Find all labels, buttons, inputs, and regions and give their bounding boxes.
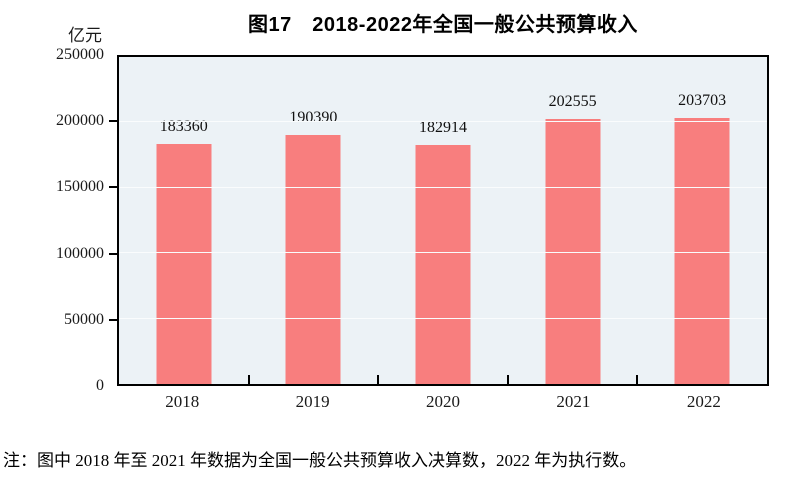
chart-title: 图17 2018-2022年全国一般公共预算收入: [248, 14, 638, 36]
y-axis-tick-label: 100000: [56, 244, 104, 262]
bar-2022: [674, 117, 730, 384]
bar-2018: [156, 144, 212, 384]
bar-value-label: 190390: [289, 108, 338, 126]
y-axis-tick-mark: [109, 186, 117, 189]
y-axis-tick-label: 150000: [56, 178, 104, 196]
bar-slot: 190390: [249, 57, 379, 384]
bar-slot: 203703: [637, 57, 767, 384]
y-axis-tick-label: 200000: [56, 112, 104, 130]
y-axis-tick-label: 0: [96, 377, 104, 394]
x-axis-tick: [247, 375, 250, 384]
bar-2020: [415, 144, 471, 384]
y-axis-tick-mark: [109, 318, 117, 321]
bar-slot: 183360: [119, 57, 249, 384]
x-axis-label: 2020: [426, 392, 461, 411]
y-axis-unit-label: 亿元: [68, 26, 102, 45]
bar-slot: 202555: [508, 57, 638, 384]
bar-value-label: 203703: [678, 91, 727, 109]
y-axis-tick-mark: [109, 252, 117, 255]
x-axis-label: 2018: [165, 392, 200, 411]
gridline: [119, 252, 767, 254]
x-axis: 2018 2019 2020 2021 2022: [117, 392, 769, 412]
plot-area: 183360 190390 182914 202555 203703: [117, 55, 769, 386]
x-axis-tick: [377, 375, 380, 384]
y-axis-tick-label: 250000: [56, 46, 104, 63]
bar-2021: [545, 119, 601, 384]
bar-2019: [285, 134, 341, 384]
bars-row: 183360 190390 182914 202555 203703: [119, 57, 767, 384]
x-axis-label: 2021: [556, 392, 591, 411]
gridline: [119, 121, 767, 123]
bar-value-label: 202555: [548, 93, 597, 111]
bar-value-label: 183360: [159, 118, 208, 136]
x-axis-label: 2019: [295, 392, 330, 411]
x-axis-label: 2022: [686, 392, 721, 411]
x-axis-tick: [636, 375, 639, 384]
y-axis-tick-label: 50000: [64, 310, 104, 328]
gridline: [119, 317, 767, 319]
x-axis-tick: [506, 375, 509, 384]
footnote: 注：图中 2018 年至 2021 年数据为全国一般公共预算收入决算数，2022…: [3, 451, 637, 470]
bar-value-label: 182914: [418, 118, 467, 136]
y-axis-tick-mark: [109, 120, 117, 123]
bar-slot: 182914: [378, 57, 508, 384]
gridline: [119, 186, 767, 188]
